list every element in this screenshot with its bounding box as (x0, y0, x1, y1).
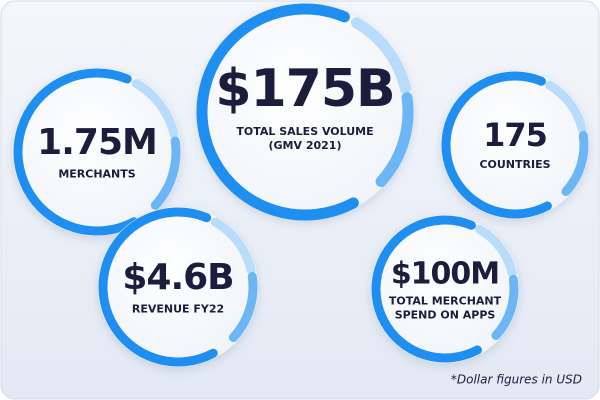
stat-value: 1.75M (37, 122, 157, 163)
ring-arc (98, 207, 258, 367)
ring-arc (13, 68, 181, 236)
ring-arc (371, 215, 519, 363)
ring-arc (196, 3, 414, 221)
stat-value: $175B (215, 59, 394, 119)
ring-arc (441, 71, 589, 219)
stat-label: COUNTRIES (479, 158, 550, 171)
stat-card: $4.6B REVENUE FY22 (98, 207, 258, 367)
ring-arc (98, 207, 258, 367)
stat-value: $4.6B (122, 257, 233, 298)
stat-disc (441, 71, 589, 219)
ring-arc (13, 68, 181, 236)
stat-label: TOTAL MERCHANT (389, 295, 502, 308)
stats: 1.75M MERCHANTS $175B TOTAL SALES VOLUME(GM… (13, 3, 589, 367)
stat-disc (13, 68, 181, 236)
ring-arc (371, 215, 519, 363)
stat-value: 175 (483, 116, 547, 154)
ring-arc (441, 71, 589, 219)
ring-arc (196, 3, 414, 221)
stat-label: MERCHANTS (58, 167, 135, 180)
stat-card: 175 COUNTRIES (441, 71, 589, 219)
stat-label: (GMV 2021) (269, 139, 342, 152)
footnote: *Dollar figures in USD (451, 373, 582, 387)
ring-arc (196, 3, 414, 221)
ring-arc (98, 207, 258, 367)
stat-disc (197, 4, 413, 220)
ring-arc (371, 215, 519, 363)
stat-card: $175B TOTAL SALES VOLUME(GMV 2021) (196, 3, 414, 221)
stat-disc (371, 215, 519, 363)
stat-label: TOTAL SALES VOLUME (236, 125, 373, 138)
stat-label: REVENUE FY22 (132, 302, 224, 315)
stat-disc (98, 207, 258, 367)
stat-label: SPEND ON APPS (395, 309, 496, 322)
stat-value: $100M (391, 257, 499, 292)
ring-arc (441, 71, 589, 219)
